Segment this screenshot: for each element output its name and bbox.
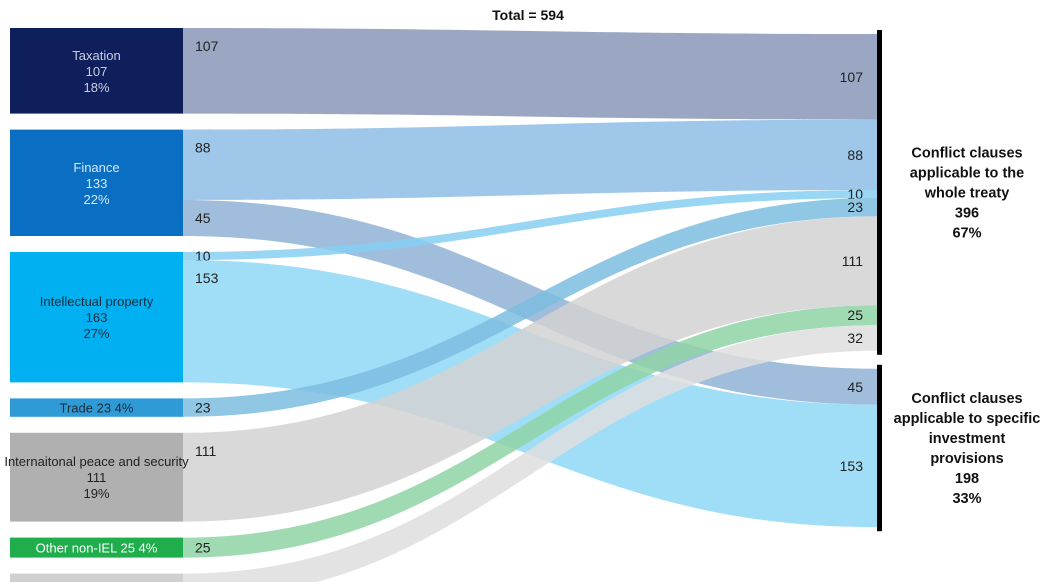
flow-band (183, 28, 877, 120)
flow-left-label: 23 (195, 400, 211, 416)
source-label: Taxation (72, 48, 120, 63)
flow-band (183, 305, 877, 558)
target-label: applicable to specific (894, 411, 1041, 427)
source-node (10, 398, 183, 417)
target-label: Conflict clauses (911, 391, 1022, 407)
flow-left-label: 45 (195, 210, 211, 226)
target-label: 198 (955, 471, 979, 487)
flow-band (183, 198, 877, 417)
flow-band (183, 216, 877, 522)
flow-right-label: 153 (840, 458, 864, 474)
target-label: 33% (952, 491, 981, 507)
flow-left-label: 111 (195, 443, 216, 459)
flow-right-label: 32 (847, 330, 863, 346)
source-node (10, 129, 183, 236)
source-label: 22% (83, 192, 109, 207)
flow-left-label: 10 (195, 248, 211, 264)
target-label: 67% (952, 225, 981, 241)
source-label: 27% (83, 326, 109, 341)
target-label: provisions (930, 451, 1003, 467)
source-node (10, 432, 183, 522)
flow-left-label: 107 (195, 38, 219, 54)
target-node (877, 30, 882, 355)
source-label: 107 (86, 64, 108, 79)
flow-right-label: 111 (842, 253, 863, 269)
target-node (877, 364, 882, 532)
target-label: Conflict clauses (911, 145, 1022, 161)
target-label: whole treaty (924, 185, 1010, 201)
source-label: 19% (83, 486, 109, 501)
source-label: Finance (73, 160, 119, 175)
flow-left-label: 88 (195, 140, 211, 156)
source-label: 111 (87, 470, 107, 485)
flow-band (183, 325, 877, 582)
target-label: 396 (955, 205, 979, 221)
source-label: Trade 23 4% (60, 401, 134, 416)
flow-right-label: 45 (847, 379, 863, 395)
source-label: 163 (86, 310, 108, 325)
flow-left-label: 153 (195, 270, 219, 286)
flow-left-label: 32 (195, 578, 211, 582)
source-label: 133 (86, 176, 108, 191)
target-label: investment (929, 431, 1006, 447)
source-node (10, 28, 183, 114)
source-label: Other non-IEL 25 4% (36, 541, 158, 556)
target-label: applicable to the (910, 165, 1024, 181)
flow-right-label: 107 (840, 69, 864, 85)
source-label: Intellectual property (40, 294, 154, 309)
flow-right-label: 23 (847, 199, 863, 215)
flow-left-label: 25 (195, 540, 211, 556)
flow-right-label: 25 (847, 307, 863, 323)
source-label: Internaitonal peace and security (4, 454, 189, 469)
source-label: 18% (83, 80, 109, 95)
flow-band (183, 119, 877, 200)
source-label: General 32 5% (53, 579, 140, 582)
source-node (10, 573, 183, 582)
chart-title: Total = 594 (492, 7, 564, 23)
source-node (10, 537, 183, 558)
flow-right-label: 10 (847, 186, 863, 202)
source-node (10, 252, 183, 383)
flow-right-label: 88 (847, 147, 863, 163)
flow-band (183, 190, 877, 260)
